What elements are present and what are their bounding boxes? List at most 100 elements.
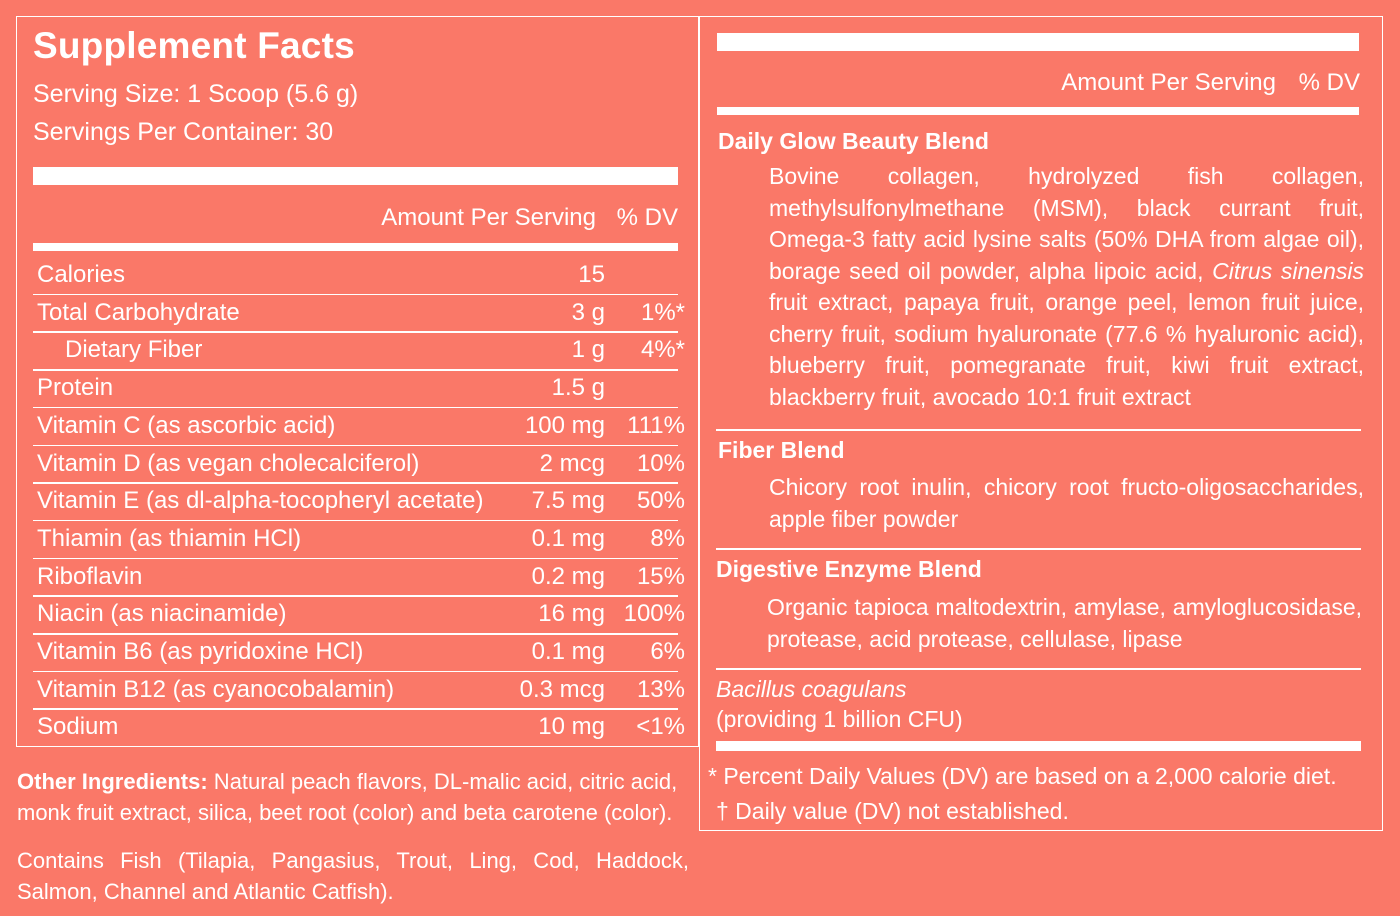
nutrient-amount: 15 xyxy=(578,261,605,288)
supplement-facts-panel: Supplement Facts Serving Size: 1 Scoop (… xyxy=(16,16,699,747)
nutrient-amount: 100 mg xyxy=(524,411,605,439)
thick-divider xyxy=(717,33,1359,51)
nutrient-label: Total Carbohydrate xyxy=(37,298,240,326)
nutrient-source: (as ascorbic acid) xyxy=(140,411,336,439)
row-divider xyxy=(716,668,1361,670)
nutrient-amount: 0.1 mg xyxy=(531,638,605,665)
dv-header: % DV xyxy=(616,204,678,231)
nutrient-dv: <1% xyxy=(636,713,685,741)
nutrient-row: Vitamin D (as vegan cholecalciferol) 2 mc… xyxy=(33,446,685,484)
nutrient-dv: 100% xyxy=(623,600,685,628)
glow-blend-text-a: Bovine collagen, hydrolyzed fish collage… xyxy=(769,163,1364,284)
row-divider xyxy=(33,633,678,635)
nutrient-amount: 2 mcg xyxy=(539,449,605,477)
bottom-divider xyxy=(716,741,1361,751)
nutrient-name: Vitamin B12 (as cyanocobalamin) xyxy=(37,676,394,704)
nutrient-row: Sodium 10 mg <1% xyxy=(33,709,685,747)
nutrient-label: Thiamin xyxy=(37,524,123,552)
row-divider xyxy=(33,406,678,409)
glow-blend-title: Daily Glow Beauty Blend xyxy=(718,128,989,154)
nutrient-row: Vitamin E (as dl-alpha-tocopheryl acetat… xyxy=(33,483,685,521)
glow-blend-ingredients: Bovine collagen, hydrolyzed fish collage… xyxy=(769,161,1364,413)
row-divider xyxy=(33,670,678,673)
row-divider xyxy=(716,548,1361,550)
row-divider xyxy=(33,557,678,560)
nutrient-dv: 8% xyxy=(650,524,685,552)
nutrient-row: Vitamin B12 (as cyanocobalamin) 0.3 mcg 13… xyxy=(33,672,685,710)
nutrient-amount: 3 g xyxy=(571,298,605,326)
nutrient-amount: 16 mg xyxy=(538,600,605,628)
nutrient-source: (as pyridoxine HCl) xyxy=(152,638,364,665)
medium-divider xyxy=(717,107,1359,115)
nutrient-label: Riboflavin xyxy=(37,562,143,590)
nutrient-row: Protein 1.5 g xyxy=(33,370,683,408)
nutrient-amount: 0.1 mg xyxy=(531,524,605,552)
nutrient-source: (as cyanocobalamin) xyxy=(165,675,395,703)
nutrient-source: (as niacinamide) xyxy=(103,600,287,628)
row-divider xyxy=(33,708,678,710)
enzyme-blend-title: Digestive Enzyme Blend xyxy=(716,556,982,582)
nutrient-label: Vitamin B12 xyxy=(37,675,166,703)
nutrient-name: Total Carbohydrate xyxy=(37,299,240,327)
row-divider xyxy=(716,429,1361,431)
enzyme-blend-ingredients: Organic tapioca maltodextrin, amylase, a… xyxy=(767,594,1362,652)
nutrient-dv: 10% xyxy=(636,449,685,477)
nutrient-amount: 1.5 g xyxy=(551,374,605,402)
row-divider xyxy=(33,595,678,597)
nutrient-name: Niacin (as niacinamide) xyxy=(37,600,286,628)
other-ingredients-text: Natural peach flavors, DL-malic acid, ci… xyxy=(17,769,678,825)
nutrient-dv: 50% xyxy=(636,487,685,515)
row-divider xyxy=(33,519,678,522)
glow-blend-italic: Citrus sinensis xyxy=(1212,257,1364,284)
nutrient-row: Vitamin B6 (as pyridoxine HCl) 0.1 mg 6% xyxy=(33,634,685,672)
nutrient-dv: 111% xyxy=(627,411,685,439)
dagger-footnote: † Daily value (DV) not established. xyxy=(716,798,1069,824)
nutrient-label: Vitamin B6 xyxy=(37,638,153,665)
fiber-blend-ingredients: Chicory root inulin, chicory root fructo… xyxy=(769,474,1364,532)
nutrient-name: Riboflavin xyxy=(37,563,142,591)
nutrient-name: Protein xyxy=(37,374,113,402)
nutrient-amount: 0.3 mcg xyxy=(519,675,605,703)
nutrient-label: Dietary Fiber xyxy=(65,336,203,364)
row-divider xyxy=(33,331,678,333)
row-divider xyxy=(33,369,678,371)
nutrient-label: Sodium xyxy=(37,713,119,741)
nutrient-amount: 1 g xyxy=(571,336,605,364)
nutrient-label: Protein xyxy=(37,374,114,402)
amount-header: Amount Per Serving xyxy=(1061,69,1276,96)
nutrient-dv: 13% xyxy=(636,675,685,703)
row-divider xyxy=(33,482,678,484)
amount-header: Amount Per Serving xyxy=(381,204,596,231)
nutrient-label: Vitamin C xyxy=(37,411,141,439)
servings-per-container: Servings Per Container: 30 xyxy=(33,118,334,146)
percent-dv-footnote: * Percent Daily Values (DV) are based on… xyxy=(708,763,1337,789)
row-divider xyxy=(33,444,678,446)
nutrient-label: Calories xyxy=(37,261,126,288)
nutrient-row: Thiamin (as thiamin HCl) 0.1 mg 8% xyxy=(33,521,685,559)
nutrient-name: Calories xyxy=(37,261,125,289)
nutrient-dv: 6% xyxy=(650,638,685,665)
nutrient-name: Dietary Fiber xyxy=(65,336,202,364)
nutrient-amount: 10 mg xyxy=(538,713,605,741)
nutrient-label: Vitamin D xyxy=(37,449,141,477)
nutrient-source: (as vegan cholecalciferol) xyxy=(140,449,420,477)
nutrient-row: Riboflavin 0.2 mg 15% xyxy=(33,559,685,597)
panel-title: Supplement Facts xyxy=(33,25,355,66)
nutrient-name: Vitamin E (as dl-alpha-tocopheryl acetat… xyxy=(37,487,483,515)
nutrient-amount: 0.2 mg xyxy=(531,562,605,590)
nutrient-label: Vitamin E xyxy=(37,487,140,515)
serving-size: Serving Size: 1 Scoop (5.6 g) xyxy=(33,80,359,108)
nutrient-amount: 7.5 mg xyxy=(531,487,605,515)
nutrient-name: Vitamin B6 (as pyridoxine HCl) xyxy=(37,638,363,666)
nutrient-dv: 4%* xyxy=(640,336,685,364)
nutrient-label: Niacin xyxy=(37,600,104,628)
nutrient-name: Thiamin (as thiamin HCl) xyxy=(37,525,301,553)
nutrient-name: Sodium xyxy=(37,713,118,741)
nutrient-name: Vitamin D (as vegan cholecalciferol) xyxy=(37,450,419,478)
nutrient-row: Total Carbohydrate 3 g 1%* xyxy=(33,295,685,333)
nutrient-row: Calories 15 xyxy=(33,257,683,295)
nutrient-source: (as thiamin HCl) xyxy=(122,524,302,552)
nutrient-source: (as dl-alpha-tocopheryl acetate) xyxy=(139,487,484,515)
row-divider xyxy=(33,293,678,296)
nutrient-dv: 1%* xyxy=(640,298,685,326)
